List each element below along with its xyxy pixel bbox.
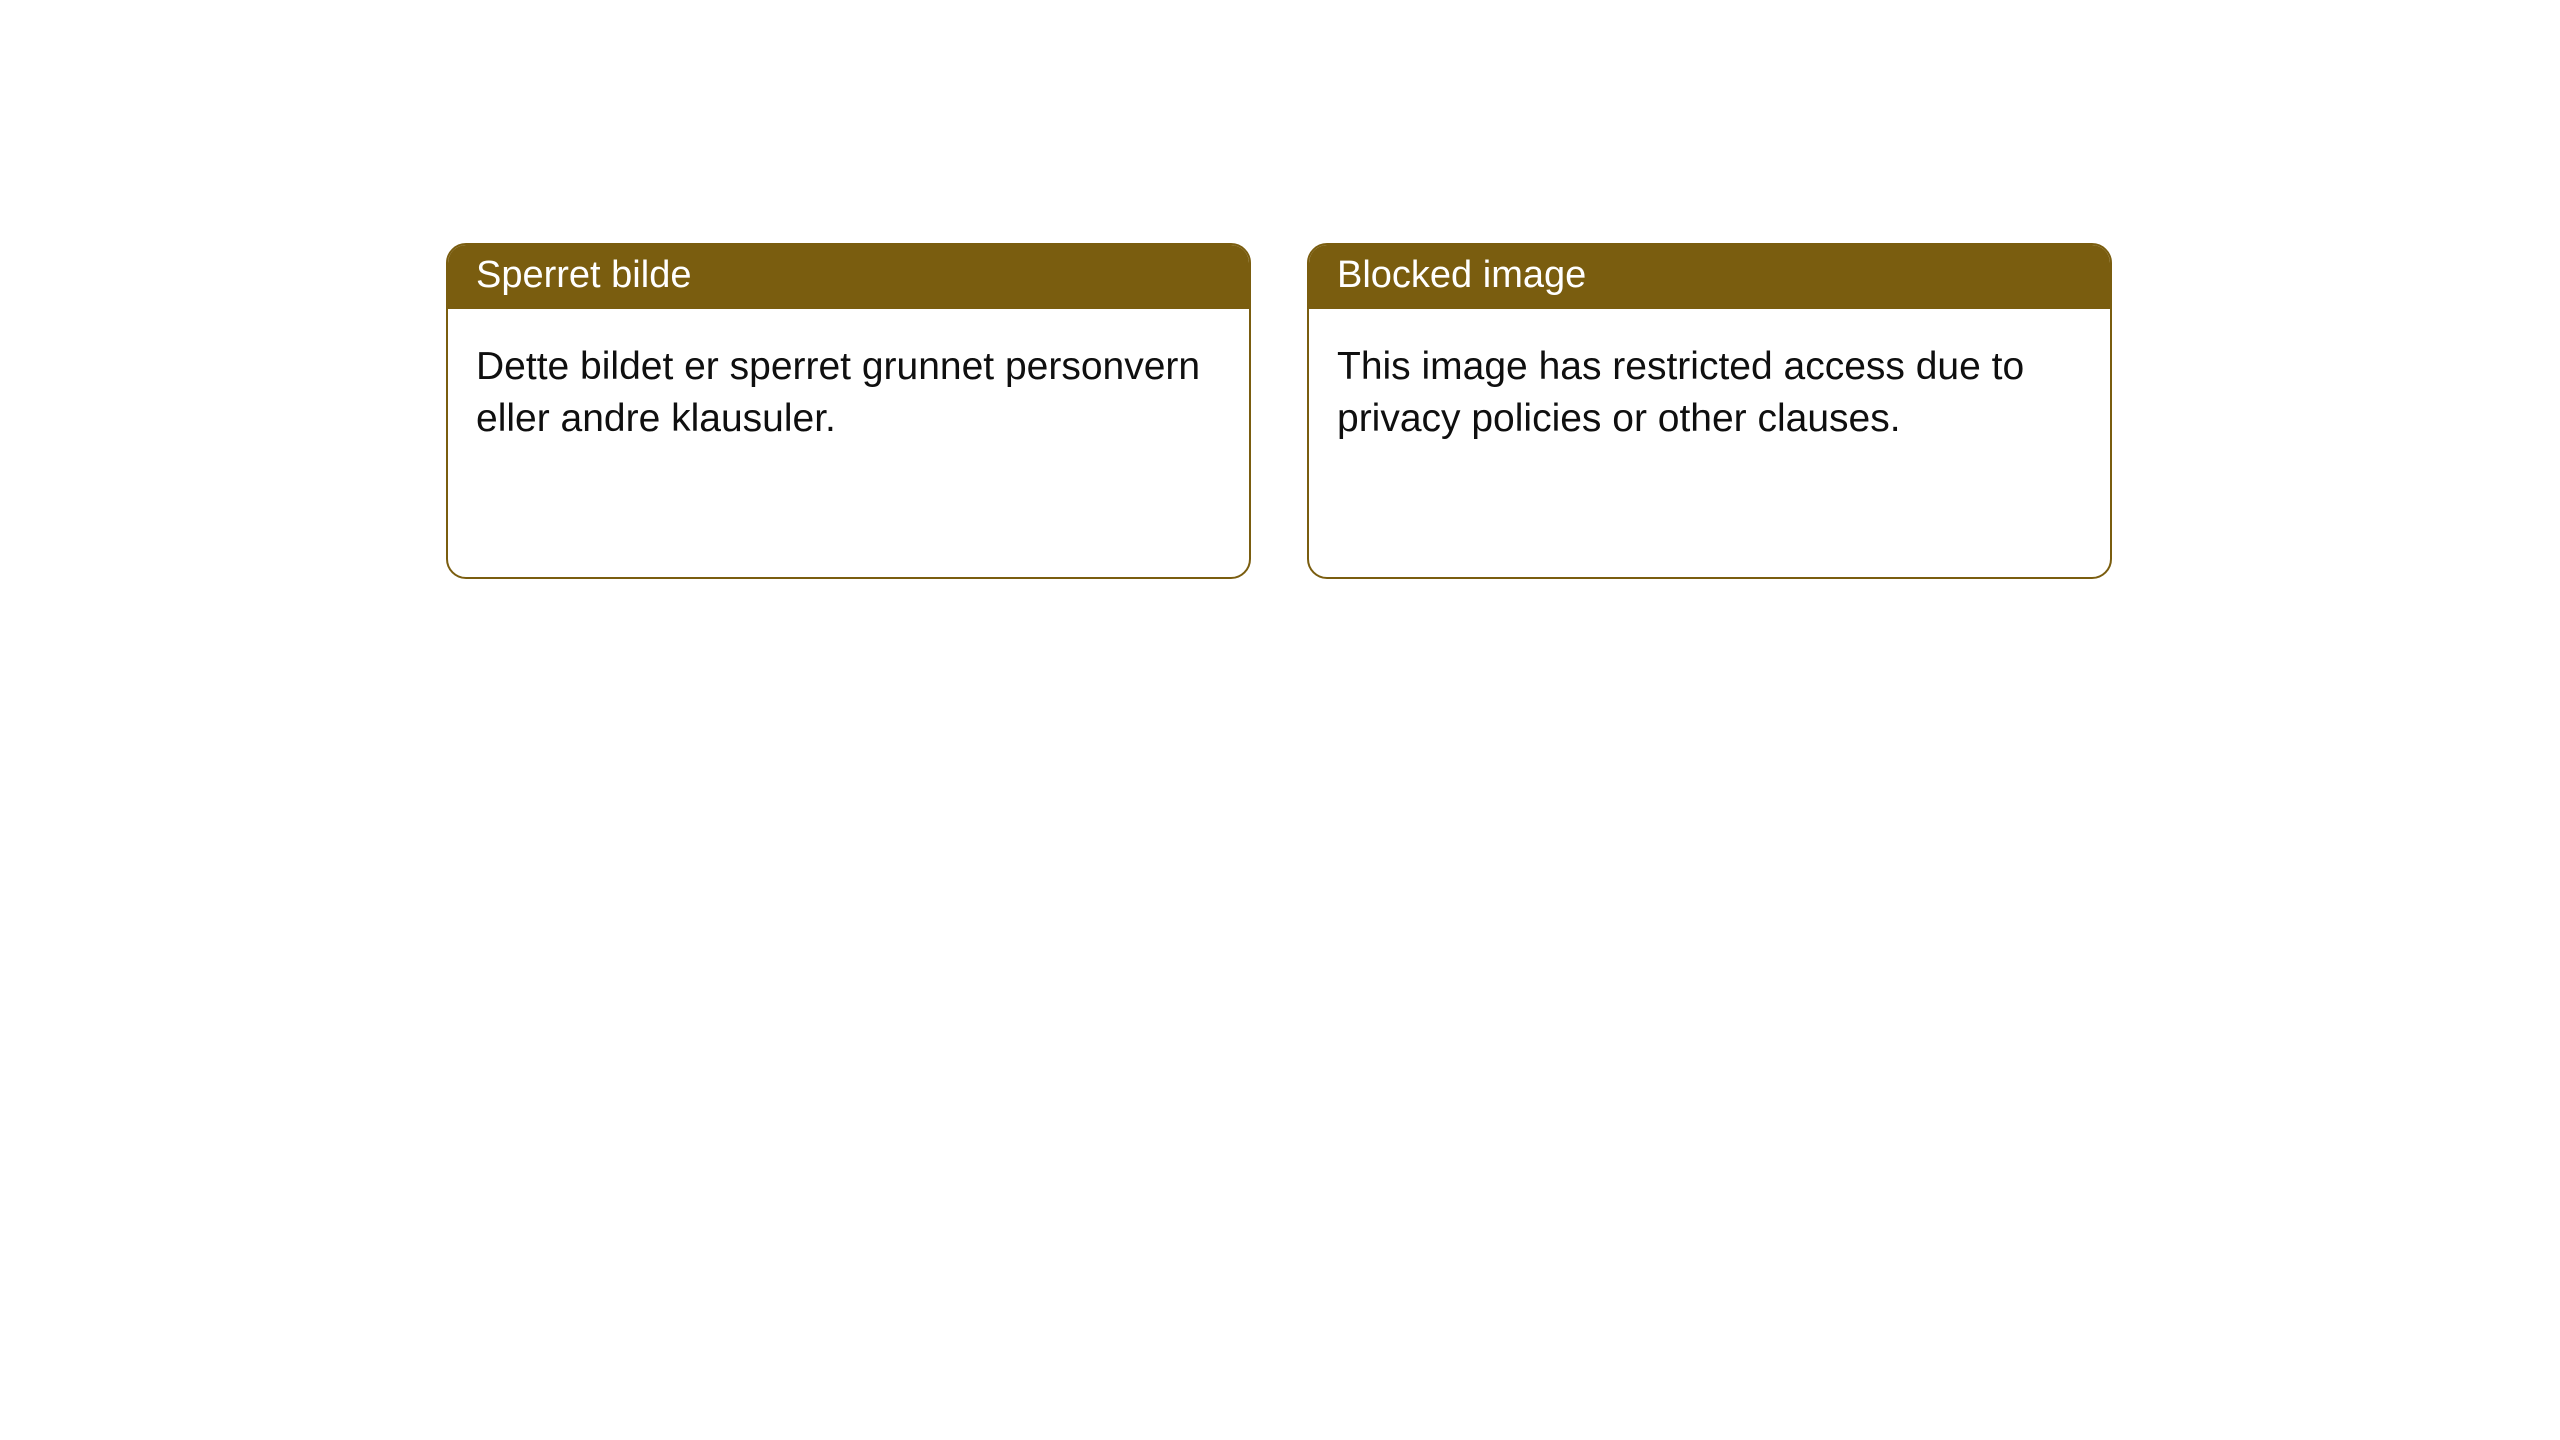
card-body-norwegian: Dette bildet er sperret grunnet personve…	[448, 309, 1249, 577]
notice-container: Sperret bilde Dette bildet er sperret gr…	[446, 243, 2112, 579]
notice-card-norwegian: Sperret bilde Dette bildet er sperret gr…	[446, 243, 1251, 579]
card-body-english: This image has restricted access due to …	[1309, 309, 2110, 577]
card-title-english: Blocked image	[1309, 245, 2110, 309]
notice-card-english: Blocked image This image has restricted …	[1307, 243, 2112, 579]
card-title-norwegian: Sperret bilde	[448, 245, 1249, 309]
